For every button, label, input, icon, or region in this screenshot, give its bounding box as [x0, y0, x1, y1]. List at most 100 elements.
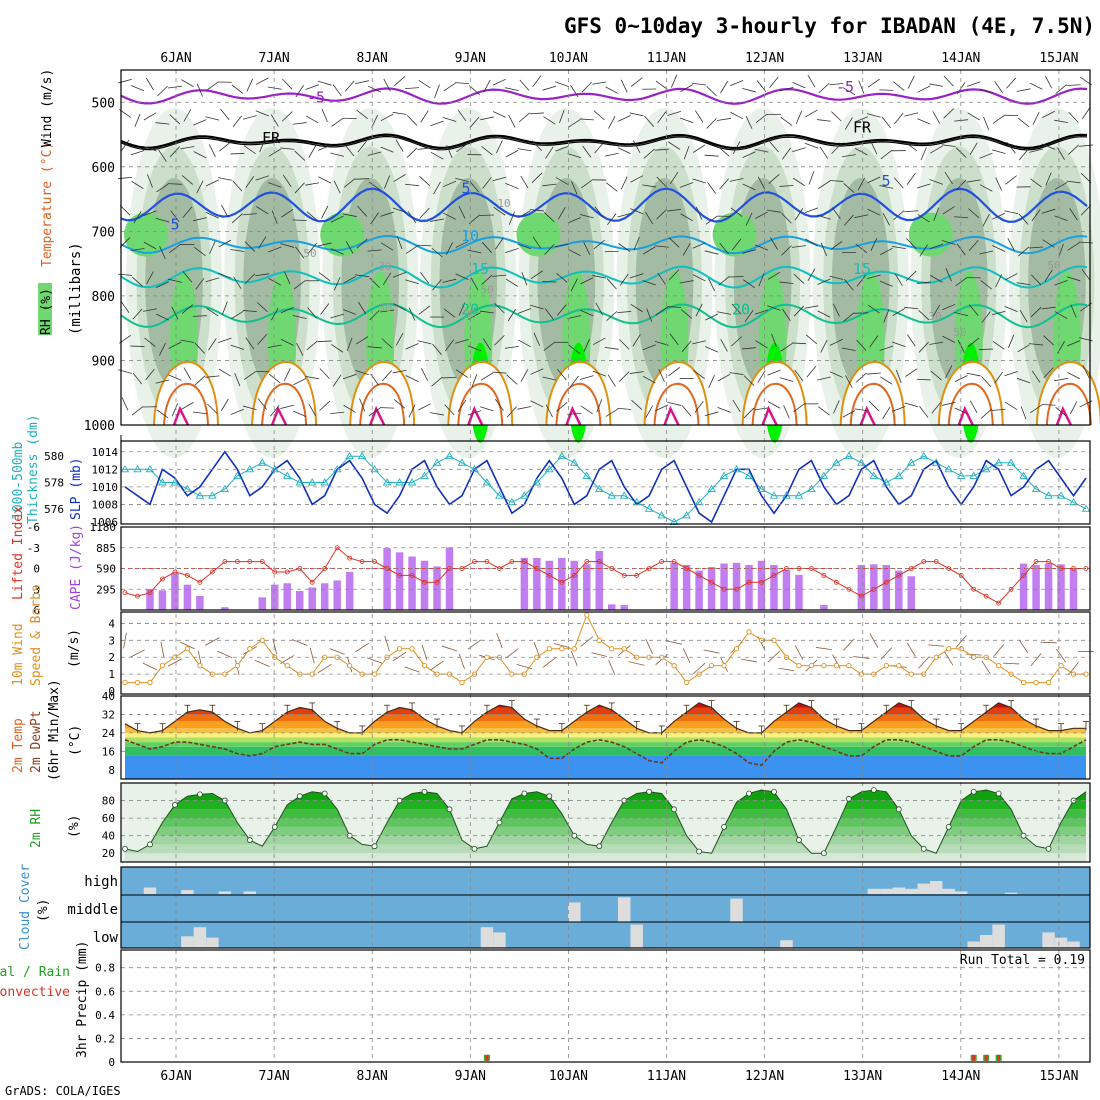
- wind10m-barb: [944, 651, 954, 666]
- thickness-point: [682, 511, 691, 519]
- wind-barb: [332, 374, 342, 387]
- ylabel-total-rain: Total / Rain: [0, 965, 70, 980]
- wind-barb: [442, 376, 457, 379]
- wind-barb: [557, 368, 567, 381]
- temp-tick: 40: [102, 690, 115, 703]
- wind-barb: [718, 146, 730, 157]
- thickness-point: [757, 484, 766, 493]
- ylabel-cape: CAPE (J/kg): [69, 524, 84, 610]
- wind-barb: [492, 176, 507, 182]
- wind-barb: [283, 174, 292, 187]
- wind10m-speed-point: [609, 646, 615, 652]
- cape-bar: [533, 557, 541, 610]
- wind10m-speed-point: [584, 612, 590, 618]
- wind-barb: [492, 371, 507, 374]
- wind-barb: [904, 210, 919, 213]
- wind-barb: [317, 340, 332, 343]
- cape-bar: [308, 587, 316, 610]
- wind-barb: [419, 175, 430, 187]
- wind-barb: [656, 176, 667, 188]
- wind-barb: [280, 243, 295, 248]
- cape-bar: [395, 552, 404, 610]
- rh2m-point: [746, 790, 752, 797]
- wind-barb: [841, 347, 856, 352]
- wind-barb: [794, 208, 804, 221]
- rh2m-point: [771, 788, 777, 795]
- cape-bar: [682, 564, 691, 610]
- wind-barb: [131, 406, 144, 416]
- rh2m-point: [446, 806, 453, 813]
- wind-barb: [854, 148, 868, 156]
- wind10m-barb: [703, 649, 720, 654]
- cloud-bar: [630, 924, 643, 948]
- wind-barb: [380, 146, 394, 153]
- wind-barb: [457, 399, 467, 412]
- wind-barb: [1068, 144, 1079, 155]
- precip-convective-bar: [972, 1054, 976, 1061]
- wind10m-barb: [392, 651, 407, 662]
- wind-barb: [443, 212, 456, 220]
- wind-barb: [506, 374, 518, 385]
- contour-label: 30: [378, 260, 391, 273]
- wind-barb: [991, 310, 1006, 316]
- contour-label: 20: [461, 301, 479, 319]
- wind-barb: [568, 344, 581, 354]
- lifted-index-point: [147, 590, 153, 596]
- wind-barb: [630, 175, 644, 183]
- wind-barb: [793, 305, 805, 317]
- wind-barb: [431, 247, 443, 258]
- thickness-tick: 580: [44, 450, 64, 463]
- wind-barb: [857, 177, 865, 191]
- wind-tick: 4: [108, 617, 115, 630]
- wind-barb: [280, 338, 294, 346]
- wind-barb: [218, 337, 232, 343]
- wind-barb: [519, 79, 530, 91]
- cape-bar: [258, 597, 267, 610]
- wind-barb: [693, 370, 705, 380]
- wind-barb: [221, 204, 229, 218]
- temp-band: [125, 755, 1086, 779]
- ylabel-temp-units: (°C): [68, 725, 83, 756]
- temp-contour-30: [1045, 382, 1092, 426]
- wind-barb: [504, 87, 519, 91]
- wind10m-speed-point: [122, 679, 128, 686]
- wind-barb: [783, 405, 790, 419]
- wind-barb: [155, 122, 170, 125]
- lifted-index-point: [397, 573, 402, 578]
- cape-bar: [570, 560, 579, 610]
- wind-barb: [1041, 208, 1056, 214]
- wind-barb: [829, 180, 844, 182]
- wind-barb: [792, 82, 806, 89]
- rh2m-point: [945, 823, 952, 830]
- wind-barb: [719, 242, 729, 255]
- wind-barb: [430, 151, 444, 160]
- ylabel-slp: SLP (mb): [69, 457, 84, 520]
- wind-barb: [156, 409, 169, 419]
- wind-barb: [192, 315, 207, 317]
- wind10m-barb: [645, 639, 653, 655]
- rh-shade-moist: [320, 212, 365, 257]
- wind10m-speed-point: [1020, 679, 1027, 686]
- wind-barb: [205, 212, 219, 219]
- lifted-index-point: [821, 573, 827, 578]
- wind-tick: 0: [108, 685, 115, 698]
- thickness-point: [183, 484, 192, 493]
- wind-barb: [330, 215, 344, 223]
- wind-barb: [219, 141, 231, 152]
- wind10m-barb: [505, 648, 519, 659]
- wind-barb: [168, 374, 182, 381]
- wind10m-speed-point: [396, 646, 403, 652]
- wind-barb: [906, 173, 916, 185]
- temp-contour-10: [120, 234, 1088, 255]
- wind-barb: [844, 117, 853, 130]
- wind-barb: [630, 208, 644, 215]
- cloud-panel-bg: [121, 867, 1090, 948]
- wind-barb: [355, 274, 370, 278]
- wind-barb: [870, 237, 878, 252]
- wind10m-barb: [682, 648, 691, 663]
- wind-barb: [530, 368, 544, 375]
- wind-barb: [394, 76, 406, 87]
- wind-barb: [1042, 239, 1055, 248]
- rh2m-point: [421, 788, 428, 795]
- wind-barb: [992, 340, 1005, 350]
